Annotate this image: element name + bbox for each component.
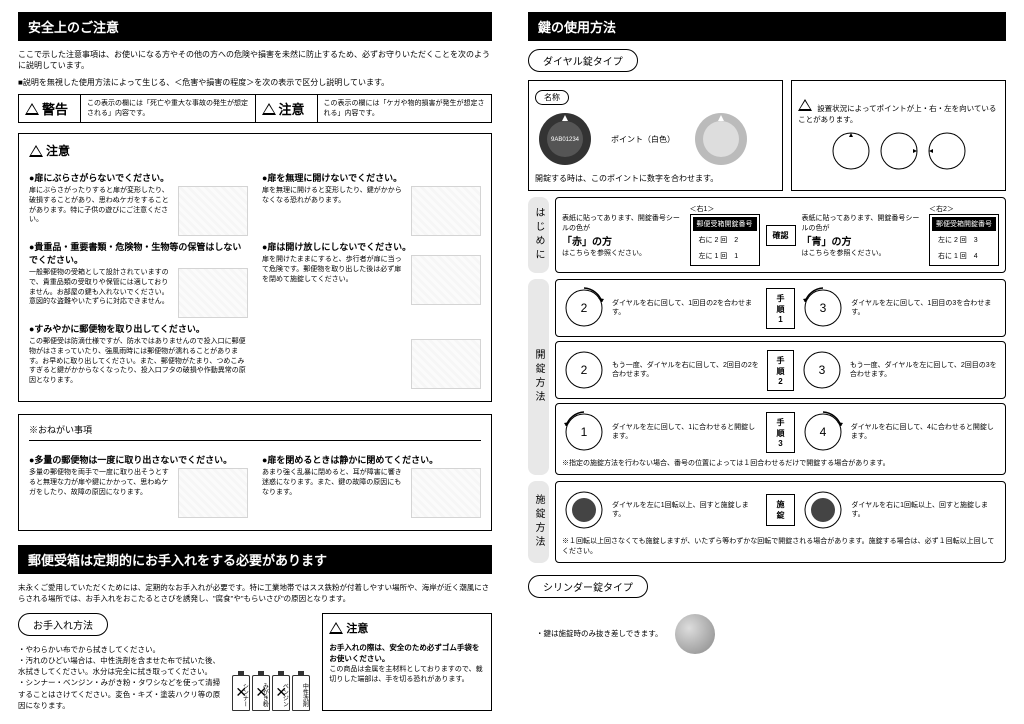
red-number-table: 郵便受箱開錠番号右に 2 回 2左に 1 回 1 bbox=[690, 214, 760, 266]
warning-row: 警告 この表示の欄には「死亡や重大な事故の発生が想定される」内容です。 注意 こ… bbox=[18, 94, 492, 123]
dial-step-icon: 2 bbox=[562, 286, 606, 330]
caution-icon bbox=[798, 99, 812, 111]
confirm-badge: 確認 bbox=[766, 225, 796, 246]
maintenance-header: 郵便受箱は定期的にお手入れをする必要があります bbox=[18, 545, 492, 574]
cylinder-icon bbox=[675, 614, 715, 654]
safety-header: 安全上のご注意 bbox=[18, 12, 492, 41]
dial-step-icon: 2 bbox=[562, 348, 606, 392]
dial-lock-icon bbox=[562, 488, 606, 532]
lock-badge: 施錠 bbox=[766, 494, 796, 526]
mini-dial-icon bbox=[877, 129, 921, 173]
open-label: 開錠方法 bbox=[528, 279, 549, 475]
dial-illustration bbox=[691, 109, 751, 169]
dial-lock-icon bbox=[801, 488, 845, 532]
confirm-label: はじめに bbox=[528, 197, 549, 273]
illustration bbox=[178, 186, 248, 236]
caution-icon bbox=[329, 622, 343, 634]
step-badge: 手順 2 bbox=[767, 350, 794, 391]
warning-icon bbox=[25, 103, 39, 115]
dial-illustration: 9AB01234 bbox=[535, 109, 595, 169]
dial-step-icon: 3 bbox=[800, 348, 844, 392]
caution-icon bbox=[29, 145, 43, 157]
intro-2: ■説明を無視した使用方法によって生じる、＜危害や損害の程度＞を次の表示で区分し説… bbox=[18, 77, 492, 88]
dial-step-icon: 1 bbox=[562, 410, 606, 454]
dial-type-pill: ダイヤル錠タイプ bbox=[528, 49, 638, 72]
step-badge: 手順 3 bbox=[766, 412, 795, 453]
bottle-illustration: シンナー みがき粉 ベンジン 中性洗剤 bbox=[232, 613, 310, 712]
request-box: ※おねがい事項 ●多量の郵便物は一度に取り出さないでください。 多量の郵便物を両… bbox=[18, 414, 492, 531]
svg-text:1: 1 bbox=[581, 425, 588, 439]
mini-dial-icon bbox=[829, 129, 873, 173]
lock-label: 施錠方法 bbox=[528, 481, 549, 563]
key-usage-header: 鍵の使用方法 bbox=[528, 12, 1006, 41]
intro-1: ここで示した注意事項は、お使いになる方やその他の方への危険や損害を未然に防止する… bbox=[18, 49, 492, 71]
illustration bbox=[411, 186, 481, 236]
cylinder-pill: シリンダー錠タイプ bbox=[528, 575, 648, 598]
dial-step-icon: 4 bbox=[801, 410, 845, 454]
caution-icon bbox=[262, 103, 276, 115]
install-note-box: 設置状況によってポイントが上・右・左を向いていることがあります。 bbox=[791, 80, 1006, 191]
cylinder-row: ・鍵は施錠時のみ抜き差しできます。 bbox=[528, 606, 1006, 662]
illustration bbox=[411, 255, 481, 305]
caution-box: 注意 ●扉にぶらさがらないでください。 扉にぶらさがったりすると扉が変形したり、… bbox=[18, 133, 492, 402]
illustration bbox=[178, 268, 248, 318]
dial-step-icon: 3 bbox=[801, 286, 845, 330]
svg-text:9AB01234: 9AB01234 bbox=[551, 137, 580, 143]
svg-text:3: 3 bbox=[819, 363, 826, 377]
svg-text:2: 2 bbox=[581, 301, 588, 315]
mini-dial-icon bbox=[925, 129, 969, 173]
illustration bbox=[411, 339, 481, 389]
illustration bbox=[178, 468, 248, 518]
svg-text:2: 2 bbox=[581, 363, 588, 377]
svg-text:3: 3 bbox=[820, 301, 827, 315]
blue-number-table: 郵便受箱開錠番号左に 2 回 3右に 1 回 4 bbox=[929, 214, 999, 266]
maint-pill: お手入れ方法 bbox=[18, 613, 108, 636]
maint-list: ・やわらかい布でから拭きしてください。 ・汚れのひどい場合は、中性洗剤を含ませた… bbox=[18, 644, 220, 712]
svg-text:4: 4 bbox=[819, 425, 826, 439]
step-badge: 手順 1 bbox=[766, 288, 795, 329]
illustration bbox=[411, 468, 481, 518]
